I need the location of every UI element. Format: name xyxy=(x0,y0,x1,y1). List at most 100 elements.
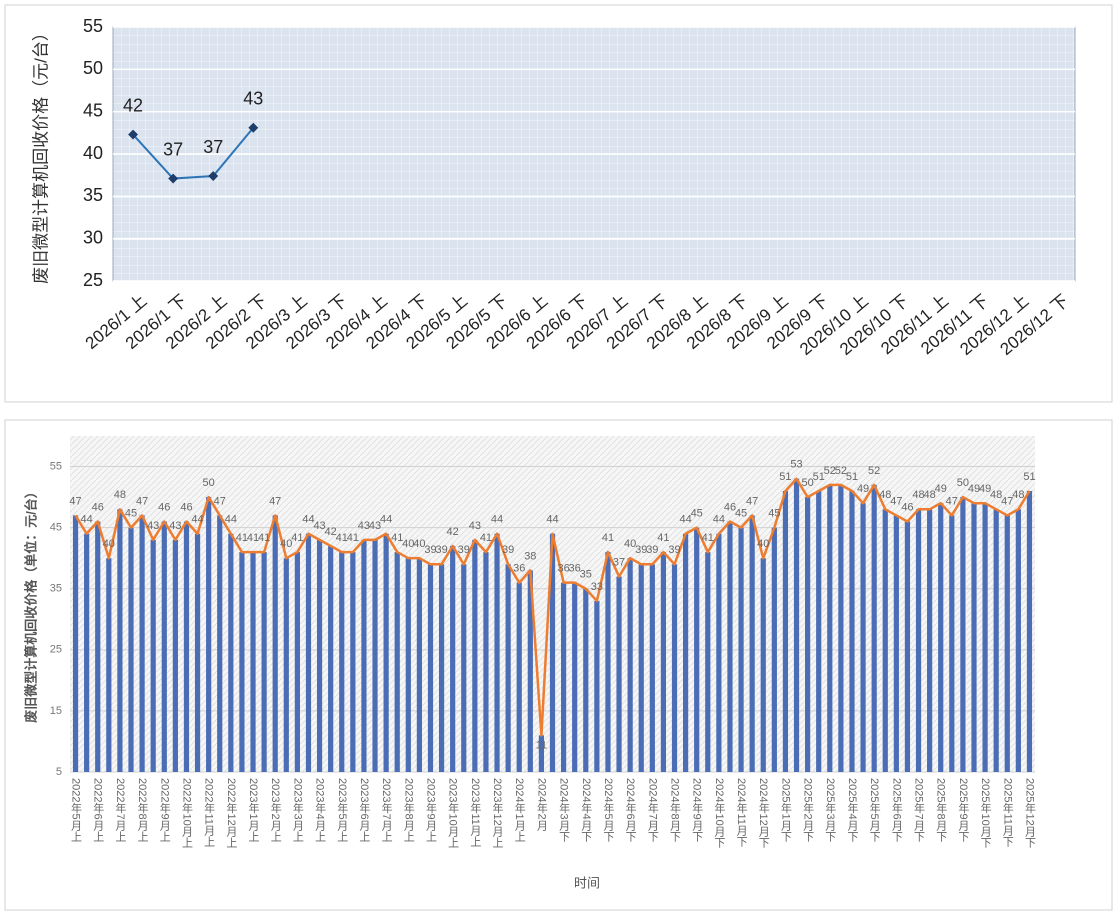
data-label: 47 xyxy=(1001,495,1013,507)
bar xyxy=(72,515,79,772)
x-tick-label: 2025年11月下 xyxy=(1001,778,1014,848)
data-label: 41 xyxy=(602,532,614,544)
y-tick-label: 45 xyxy=(50,522,62,534)
y-axis-label: 废旧微型计算机回收价格（单位：元/台） xyxy=(23,485,38,723)
data-label: 41 xyxy=(702,532,714,544)
x-tick-label: 2023年8月上 xyxy=(402,778,415,842)
data-label: 46 xyxy=(158,501,170,513)
x-tick-label: 2023年1月上 xyxy=(247,778,260,842)
data-label: 50 xyxy=(801,477,813,489)
data-label: 48 xyxy=(1012,489,1024,501)
bar xyxy=(694,527,700,772)
bar xyxy=(150,539,156,772)
y-tick-label: 55 xyxy=(83,16,103,36)
bar xyxy=(416,558,422,772)
bar xyxy=(538,735,545,772)
data-label: 39 xyxy=(502,544,514,556)
x-tick-label: 2022年7月上 xyxy=(114,778,127,842)
data-label: 39 xyxy=(635,544,647,556)
data-label: 49 xyxy=(968,483,980,495)
x-tick-label: 2023年12月上 xyxy=(491,778,504,848)
x-tick-label: 2023年9月上 xyxy=(424,778,437,842)
point xyxy=(128,129,138,140)
x-tick-label: 2022年5月上 xyxy=(70,778,83,842)
x-tick-label: 2025年8月下 xyxy=(935,778,948,842)
x-tick-label: 2025年4月下 xyxy=(846,778,859,842)
bar xyxy=(816,490,822,772)
bar xyxy=(793,478,800,772)
data-label: 43 xyxy=(243,89,263,109)
bar xyxy=(871,484,877,772)
bar xyxy=(361,539,367,772)
x-tick-label: 2024年9月下 xyxy=(691,778,704,842)
data-label: 41 xyxy=(247,532,259,544)
x-tick-label: 2025年10月下 xyxy=(979,778,992,848)
x-tick-label: 2025年7月下 xyxy=(913,778,926,842)
y-axis-label: 废旧微型计算机回收价格（元/台） xyxy=(31,24,50,284)
data-label: 47 xyxy=(214,495,226,507)
data-label: 44 xyxy=(380,514,392,526)
data-label: 41 xyxy=(657,532,669,544)
data-label: 50 xyxy=(203,477,215,489)
data-label: 52 xyxy=(824,465,836,477)
bar xyxy=(705,552,711,772)
x-tick-label: 2022年11月上 xyxy=(203,778,216,847)
data-label: 36 xyxy=(513,563,525,575)
data-label: 43 xyxy=(313,520,325,532)
x-tick-label: 2025年1月下 xyxy=(779,778,792,842)
data-label: 41 xyxy=(258,532,270,544)
data-label: 44 xyxy=(679,514,691,526)
bar xyxy=(450,545,456,772)
x-tick-label: 2024年5月下 xyxy=(602,778,615,842)
bar xyxy=(660,552,667,772)
data-label: 42 xyxy=(325,526,337,538)
x-tick-label: 2025年2月下 xyxy=(802,778,815,842)
x-tick-label: 2025年9月下 xyxy=(957,778,970,842)
y-tick-label: 30 xyxy=(83,227,103,247)
data-label: 52 xyxy=(868,465,880,477)
bar xyxy=(472,539,478,772)
data-label: 40 xyxy=(413,538,425,550)
bar xyxy=(583,588,589,772)
data-label: 49 xyxy=(979,483,991,495)
x-tick-label: 2024年10月下 xyxy=(713,778,726,848)
data-label: 49 xyxy=(935,483,947,495)
y-tick-label: 45 xyxy=(83,100,103,120)
data-label: 46 xyxy=(901,501,913,513)
bar xyxy=(915,509,922,772)
data-label: 52 xyxy=(835,465,847,477)
data-label: 48 xyxy=(912,489,924,501)
bar xyxy=(882,509,888,772)
line xyxy=(74,477,1031,737)
y-tick-label: 5 xyxy=(56,766,62,778)
bar xyxy=(316,539,323,772)
x-tick-label: 2024年7月下 xyxy=(646,778,659,842)
data-label: 40 xyxy=(402,538,414,550)
x-tick-label: 2022年12月上 xyxy=(225,778,238,848)
bar xyxy=(505,564,511,772)
data-label: 45 xyxy=(691,508,703,520)
data-label: 47 xyxy=(746,495,758,507)
data-label: 35 xyxy=(580,569,592,581)
bar xyxy=(272,515,278,772)
x-tick-label: 2025年12月下 xyxy=(1023,778,1036,848)
y-tick-label: 25 xyxy=(83,270,103,290)
data-label: 40 xyxy=(280,538,292,550)
data-label: 42 xyxy=(447,526,459,538)
data-label: 43 xyxy=(469,520,481,532)
bar xyxy=(716,533,722,772)
y-tick-label: 25 xyxy=(50,644,62,656)
data-label: 44 xyxy=(225,514,237,526)
line xyxy=(132,127,255,180)
y-tick-label: 50 xyxy=(83,58,103,78)
data-label: 41 xyxy=(480,532,492,544)
data-label: 46 xyxy=(724,501,736,513)
x-tick-label: 2025年6月下 xyxy=(890,778,903,842)
data-label: 44 xyxy=(546,514,558,526)
bar xyxy=(106,558,112,772)
data-label: 53 xyxy=(790,459,802,471)
x-tick-label: 2022年10月上 xyxy=(180,778,193,848)
bar xyxy=(572,582,578,772)
x-tick-label: 2024年4月下 xyxy=(580,778,593,842)
data-label: 41 xyxy=(347,532,359,544)
